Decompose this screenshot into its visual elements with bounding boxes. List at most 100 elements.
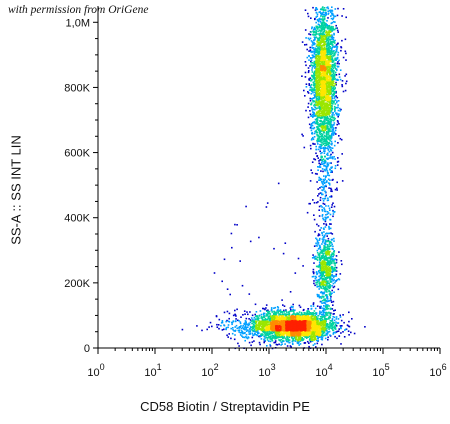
event-dot [327, 248, 330, 250]
event-dot [314, 172, 317, 175]
event-dot [326, 96, 328, 98]
event-dot [331, 41, 333, 44]
event-dot [312, 136, 314, 139]
event-dot [313, 39, 315, 42]
event-dot [342, 90, 345, 93]
event-dot [335, 112, 337, 114]
event-dot [292, 343, 294, 345]
event-dot [317, 121, 319, 124]
event-dot [322, 197, 324, 200]
event-dot [331, 79, 334, 82]
event-dot [313, 53, 316, 55]
event-dot [342, 314, 344, 316]
event-dot [312, 88, 315, 91]
event-dot [313, 103, 316, 106]
event-dot [293, 310, 295, 312]
event-dot [310, 316, 312, 319]
event-dot [326, 288, 329, 290]
event-dot [320, 8, 322, 10]
event-dot [323, 17, 326, 20]
event-dot [328, 269, 330, 271]
event-dot [312, 143, 315, 145]
event-dot [328, 51, 331, 53]
event-dot [329, 286, 332, 289]
event-dot [323, 120, 325, 122]
event-dot [315, 21, 317, 24]
event-dot [322, 330, 324, 332]
event-dot [321, 61, 324, 63]
event-dot [325, 87, 327, 90]
event-dot [294, 309, 296, 311]
event-dot [334, 158, 336, 160]
event-dot [344, 89, 347, 92]
event-dot [329, 307, 332, 310]
event-dot [325, 55, 327, 57]
event-dot [348, 311, 350, 314]
event-dot [327, 119, 329, 122]
event-dot [337, 7, 339, 10]
event-dot [320, 313, 323, 316]
event-dot [271, 339, 274, 342]
event-dot [313, 327, 316, 330]
event-dot [291, 306, 293, 309]
event-dot [334, 68, 337, 70]
event-dot [328, 184, 331, 186]
event-dot [321, 151, 323, 154]
event-dot [319, 150, 321, 153]
event-dot [316, 283, 318, 286]
event-dot [340, 167, 342, 170]
event-dot [322, 332, 324, 334]
event-dot [314, 67, 316, 69]
event-dot [331, 90, 333, 92]
event-dot [274, 336, 276, 338]
event-dot [328, 305, 330, 307]
event-dot [328, 30, 331, 32]
event-dot [244, 313, 246, 315]
event-dot [285, 314, 287, 317]
event-dot [315, 129, 317, 132]
event-dot [318, 284, 321, 287]
event-dot [318, 78, 321, 80]
event-dot [321, 251, 324, 253]
event-dot [324, 234, 326, 237]
event-dot [313, 26, 316, 29]
event-dot [344, 50, 347, 53]
event-dot [325, 185, 327, 188]
event-dot [315, 33, 318, 35]
event-dot [319, 274, 322, 277]
event-dot [319, 312, 322, 314]
event-dot [312, 111, 314, 113]
event-dot [330, 135, 333, 137]
event-dot [264, 317, 267, 320]
event-dot [332, 67, 335, 69]
event-dot [260, 315, 263, 318]
event-dot [327, 130, 330, 133]
event-dot [329, 53, 332, 56]
event-dot [331, 76, 334, 78]
event-dot [330, 153, 332, 156]
event-dot [311, 127, 313, 130]
event-dot [329, 120, 332, 123]
event-dot [264, 334, 266, 336]
event-dot [319, 26, 321, 29]
event-dot [332, 215, 334, 218]
event-dot [317, 148, 320, 151]
event-dot [316, 280, 319, 282]
event-dot [309, 65, 311, 67]
event-dot [318, 295, 321, 298]
event-dot [228, 321, 231, 323]
event-dot [319, 110, 321, 112]
event-dot [318, 71, 320, 74]
event-dot [329, 112, 331, 114]
event-dot [266, 318, 268, 321]
event-dot [311, 75, 313, 77]
event-dot [211, 325, 213, 328]
event-dot [323, 186, 325, 189]
event-dot [322, 256, 324, 259]
event-dot [318, 87, 320, 89]
event-dot [332, 210, 334, 213]
event-dot [322, 31, 324, 33]
event-dot [315, 323, 318, 326]
event-dot [327, 6, 329, 8]
event-dot [323, 236, 326, 238]
